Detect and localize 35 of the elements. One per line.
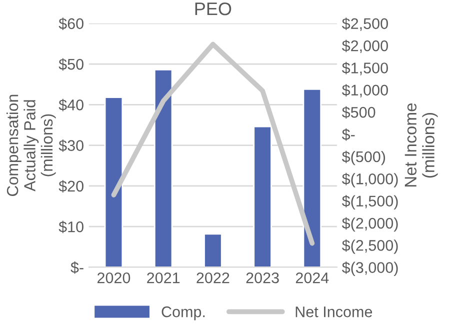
y2-tick-label: $1,000 [342, 84, 388, 98]
y2-tick-label: $(2,000) [342, 217, 398, 232]
y2-tick-label: $(500) [342, 150, 386, 166]
y2-tick-label: $(2,500) [342, 239, 398, 254]
x-tick-label: 2023 [246, 272, 279, 284]
bar [104, 96, 124, 268]
bar [302, 88, 322, 268]
y-tick-label: $10 [58, 220, 84, 234]
bar [253, 126, 272, 268]
x-tick-label: 2024 [296, 272, 329, 284]
x-tick-label: 2022 [196, 272, 230, 284]
x-tick-label: 2020 [98, 272, 130, 284]
y-tick-label: $50 [58, 58, 84, 71]
y2-tick-label: $- [342, 128, 355, 141]
y-axis-title: Compensation Actually Paid (millions) [6, 94, 56, 196]
y-tick-label: $60 [58, 18, 84, 30]
legend-label: Net Income [296, 306, 372, 318]
y2-tick-label: $1,500 [342, 62, 388, 76]
y2-tick-label: $(3,000) [342, 262, 398, 276]
y-tick-label: $40 [58, 98, 84, 112]
legend-label: Comp. [162, 306, 205, 320]
bar [204, 233, 222, 268]
y2-tick-label: $2,000 [342, 40, 388, 54]
y2-tick-label: $(1,000) [342, 172, 398, 188]
line-series [111, 42, 315, 246]
y2-tick-label: $(1,500) [342, 195, 398, 210]
x-tick-label: 2021 [147, 272, 180, 284]
y-tick-label: $20 [58, 180, 84, 193]
bar [154, 69, 173, 268]
y2-tick-label: $2,500 [342, 18, 388, 31]
chart-title: PEO [195, 2, 232, 16]
y-tick-label: $30 [58, 140, 84, 152]
y2-tick-label: $500 [342, 106, 376, 119]
y-tick-label: $- [70, 261, 84, 274]
y2-axis-title: Net Income (millions) [404, 103, 438, 187]
